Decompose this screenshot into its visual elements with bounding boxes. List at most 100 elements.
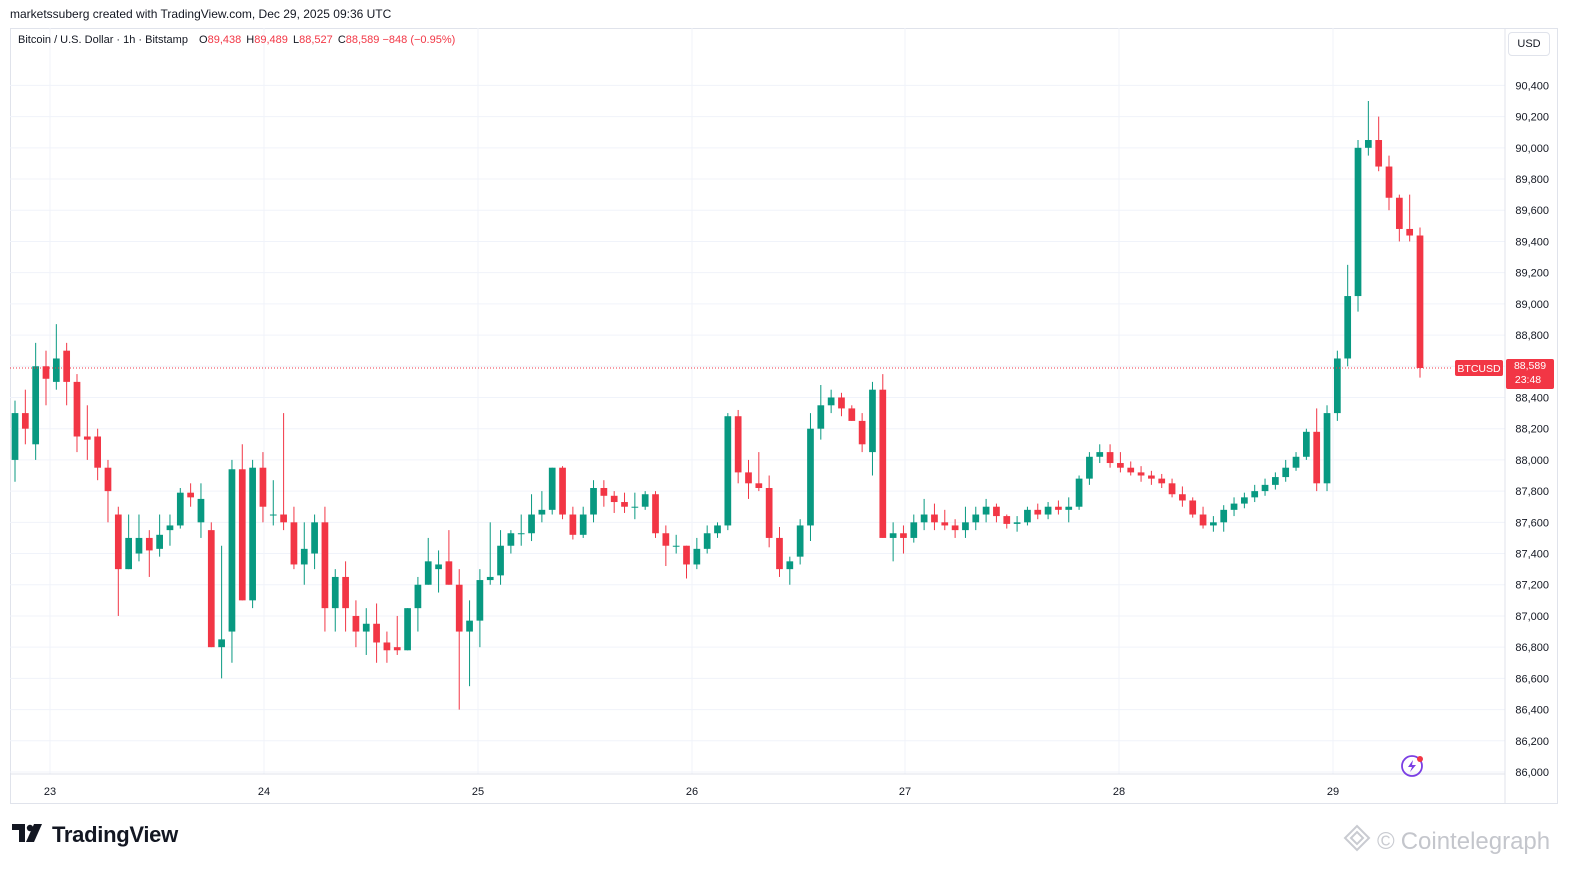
candle[interactable] (559, 466, 566, 520)
candle[interactable] (393, 615, 401, 655)
candle[interactable] (703, 525, 711, 554)
candle[interactable] (218, 545, 225, 679)
candle[interactable] (1086, 452, 1093, 485)
candle[interactable] (1323, 405, 1331, 492)
candle[interactable] (1333, 350, 1341, 421)
candle[interactable] (486, 522, 494, 585)
candle[interactable] (920, 498, 928, 531)
candle[interactable] (455, 569, 463, 710)
candle[interactable] (672, 534, 680, 554)
candle[interactable] (1375, 116, 1383, 172)
candle[interactable] (1013, 516, 1021, 532)
candle[interactable] (786, 556, 794, 585)
candle[interactable] (1354, 140, 1362, 312)
candle[interactable] (52, 324, 60, 390)
candle[interactable] (466, 600, 473, 687)
candle[interactable] (1034, 503, 1042, 520)
candle[interactable] (166, 514, 174, 546)
candle[interactable] (1179, 486, 1186, 507)
candle[interactable] (683, 545, 690, 579)
currency-button[interactable]: USD (1508, 32, 1550, 56)
candle[interactable] (1117, 452, 1124, 473)
candle[interactable] (94, 428, 102, 481)
candle[interactable] (238, 444, 246, 601)
candle[interactable] (497, 530, 504, 585)
candle[interactable] (187, 483, 194, 507)
candle[interactable] (714, 522, 721, 538)
candle[interactable] (342, 561, 349, 632)
candle[interactable] (311, 514, 318, 570)
candle[interactable] (548, 467, 556, 515)
candle[interactable] (1282, 459, 1290, 482)
candle[interactable] (32, 342, 40, 460)
candle[interactable] (869, 381, 876, 476)
candle[interactable] (817, 385, 825, 440)
candle[interactable] (776, 527, 783, 577)
candle[interactable] (528, 494, 535, 542)
candle[interactable] (1075, 475, 1083, 510)
candle[interactable] (941, 509, 949, 531)
candle[interactable] (476, 569, 484, 648)
candle[interactable] (910, 514, 918, 543)
candle[interactable] (373, 603, 380, 663)
candle[interactable] (1096, 444, 1104, 464)
symbol-legend[interactable]: Bitcoin / U.S. Dollar · 1h · Bitstamp O8… (18, 34, 455, 46)
candle[interactable] (962, 506, 969, 538)
candle[interactable] (972, 506, 980, 531)
candle[interactable] (1251, 484, 1259, 503)
candle[interactable] (321, 506, 329, 632)
candle[interactable] (900, 525, 907, 554)
candle[interactable] (765, 475, 773, 548)
candle[interactable] (796, 519, 804, 565)
candle[interactable] (11, 400, 19, 482)
candle[interactable] (662, 525, 670, 567)
candle[interactable] (590, 480, 597, 523)
candle[interactable] (879, 374, 887, 538)
candle[interactable] (73, 374, 81, 453)
candle[interactable] (982, 498, 990, 523)
candle[interactable] (145, 530, 153, 577)
candle[interactable] (63, 342, 71, 406)
candle[interactable] (1220, 505, 1228, 532)
candle[interactable] (280, 413, 287, 531)
candle[interactable] (259, 452, 267, 523)
candle[interactable] (1106, 444, 1114, 468)
candle[interactable] (1137, 466, 1145, 482)
candle[interactable] (21, 389, 29, 445)
candle[interactable] (1055, 500, 1062, 515)
tradingview-brand[interactable]: TradingView (12, 822, 178, 848)
candle[interactable] (652, 491, 659, 538)
candle[interactable] (838, 392, 845, 417)
candle[interactable] (1395, 194, 1403, 242)
candle[interactable] (1148, 470, 1155, 485)
candle[interactable] (889, 522, 897, 562)
candle[interactable] (1168, 478, 1176, 498)
lightning-badge-icon[interactable] (1401, 755, 1423, 777)
candle[interactable] (414, 576, 422, 632)
candle[interactable] (507, 530, 515, 554)
candle[interactable] (745, 459, 752, 499)
candle[interactable] (1127, 461, 1135, 476)
candle[interactable] (848, 405, 856, 421)
candle[interactable] (1189, 497, 1197, 518)
candle[interactable] (83, 405, 91, 460)
candle[interactable] (1385, 155, 1393, 211)
candle[interactable] (579, 506, 587, 538)
candle[interactable] (249, 459, 256, 609)
candle[interactable] (1241, 492, 1248, 509)
candle[interactable] (734, 409, 742, 484)
candle[interactable] (362, 608, 370, 655)
candle[interactable] (197, 483, 205, 538)
candle[interactable] (1292, 452, 1300, 471)
candle[interactable] (135, 514, 143, 562)
candle[interactable] (1210, 516, 1217, 532)
candle[interactable] (228, 459, 236, 663)
candle[interactable] (993, 503, 1000, 523)
candle[interactable] (569, 506, 577, 540)
candle[interactable] (424, 537, 432, 585)
candle[interactable] (207, 522, 215, 648)
candle[interactable] (1024, 506, 1031, 526)
candle[interactable] (445, 530, 453, 585)
candle[interactable] (517, 514, 525, 546)
